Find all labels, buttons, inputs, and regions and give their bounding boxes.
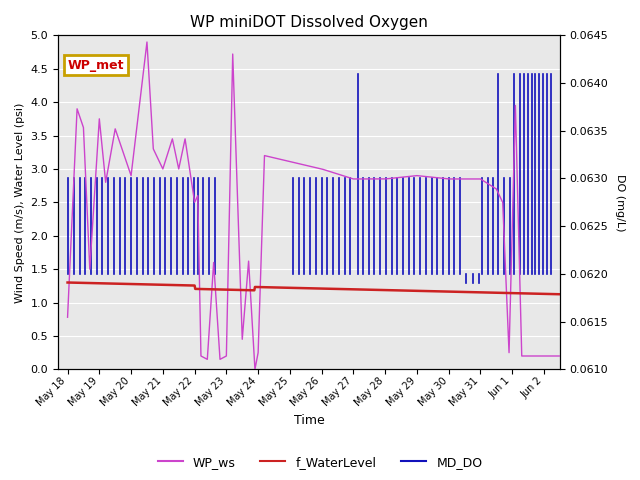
- Y-axis label: DO (mg/L): DO (mg/L): [615, 174, 625, 231]
- X-axis label: Time: Time: [294, 414, 324, 427]
- Title: WP miniDOT Dissolved Oxygen: WP miniDOT Dissolved Oxygen: [190, 15, 428, 30]
- Legend: WP_ws, f_WaterLevel, MD_DO: WP_ws, f_WaterLevel, MD_DO: [152, 451, 488, 474]
- Text: WP_met: WP_met: [68, 59, 125, 72]
- Y-axis label: Wind Speed (m/s), Water Level (psi): Wind Speed (m/s), Water Level (psi): [15, 102, 25, 302]
